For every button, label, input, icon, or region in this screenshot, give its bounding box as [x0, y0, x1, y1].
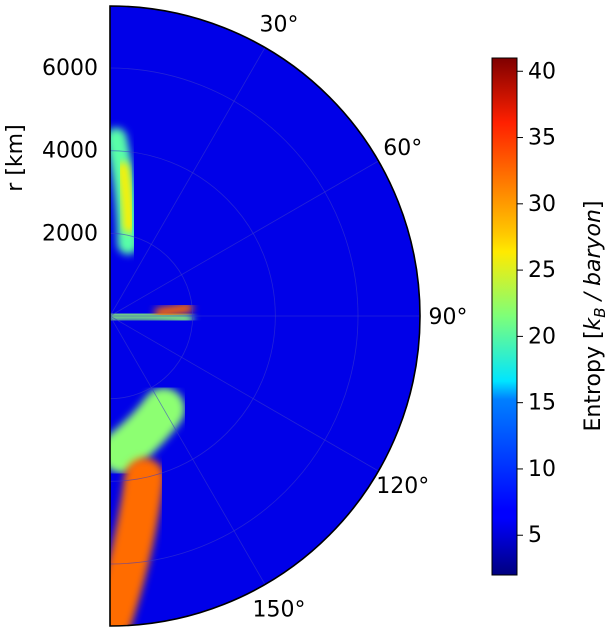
theta-tick-label-0: 30° [260, 12, 299, 37]
r-tick-label-1: 4000 [42, 139, 98, 164]
entropy-feature-5 [110, 457, 165, 626]
colorbar-tick-label-4: 25 [528, 258, 556, 283]
entropy-feature-1 [117, 161, 135, 233]
plot-boundary [109, 5, 421, 627]
colorbar-label-main: Entropy [ [581, 330, 606, 431]
colorbar-label-close: ] [581, 200, 606, 209]
colorbar-tick-label-2: 15 [528, 391, 556, 416]
r-tick-label-0: 2000 [42, 221, 98, 246]
theta-axis-ticks: 30° 60° 90° 120° 150° [253, 12, 468, 622]
colorbar-tick-label-0: 5 [528, 523, 542, 548]
r-axis: r [km] 2000 4000 6000 [3, 56, 98, 246]
theta-grid-line-4 [110, 315, 266, 585]
theta-grid-line-0 [110, 47, 266, 317]
polar-grid [110, 47, 420, 585]
theta-grid-line-3 [110, 315, 379, 472]
colorbar-gradient [491, 57, 518, 576]
theta-tick-label-1: 60° [383, 136, 422, 161]
entropy-features [110, 127, 194, 626]
colorbar-tick-label-1: 10 [528, 457, 556, 482]
r-axis-ticks: 2000 4000 6000 [42, 56, 98, 246]
colorbar-label: Entropy [kB / baryon] [581, 200, 609, 431]
colorbar-label-k: k [581, 316, 606, 330]
colorbar-tick-label-5: 30 [528, 192, 556, 217]
r-tick-label-2: 6000 [42, 56, 98, 81]
polar-plot-area [109, 5, 421, 627]
colorbar-tick-label-3: 20 [528, 324, 556, 349]
theta-grid-line-1 [110, 160, 379, 317]
colorbar-tick-label-6: 35 [528, 126, 556, 151]
colorbar-ticks: 5 10 15 20 25 30 35 40 [517, 59, 556, 548]
entropy-feature-4 [110, 387, 186, 474]
r-axis-label: r [km] [3, 124, 28, 191]
theta-tick-label-2: 90° [429, 305, 468, 330]
theta-tick-label-3: 120° [376, 474, 429, 499]
colorbar-label-unit: / baryon [581, 209, 606, 307]
colorbar-label-b: B [591, 307, 609, 317]
colorbar: 5 10 15 20 25 30 35 40 Entropy [kB / baryon] [491, 57, 609, 576]
colorbar-tick-label-7: 40 [528, 59, 556, 84]
theta-tick-label-4: 150° [253, 598, 306, 623]
entropy-feature-3 [154, 302, 194, 318]
